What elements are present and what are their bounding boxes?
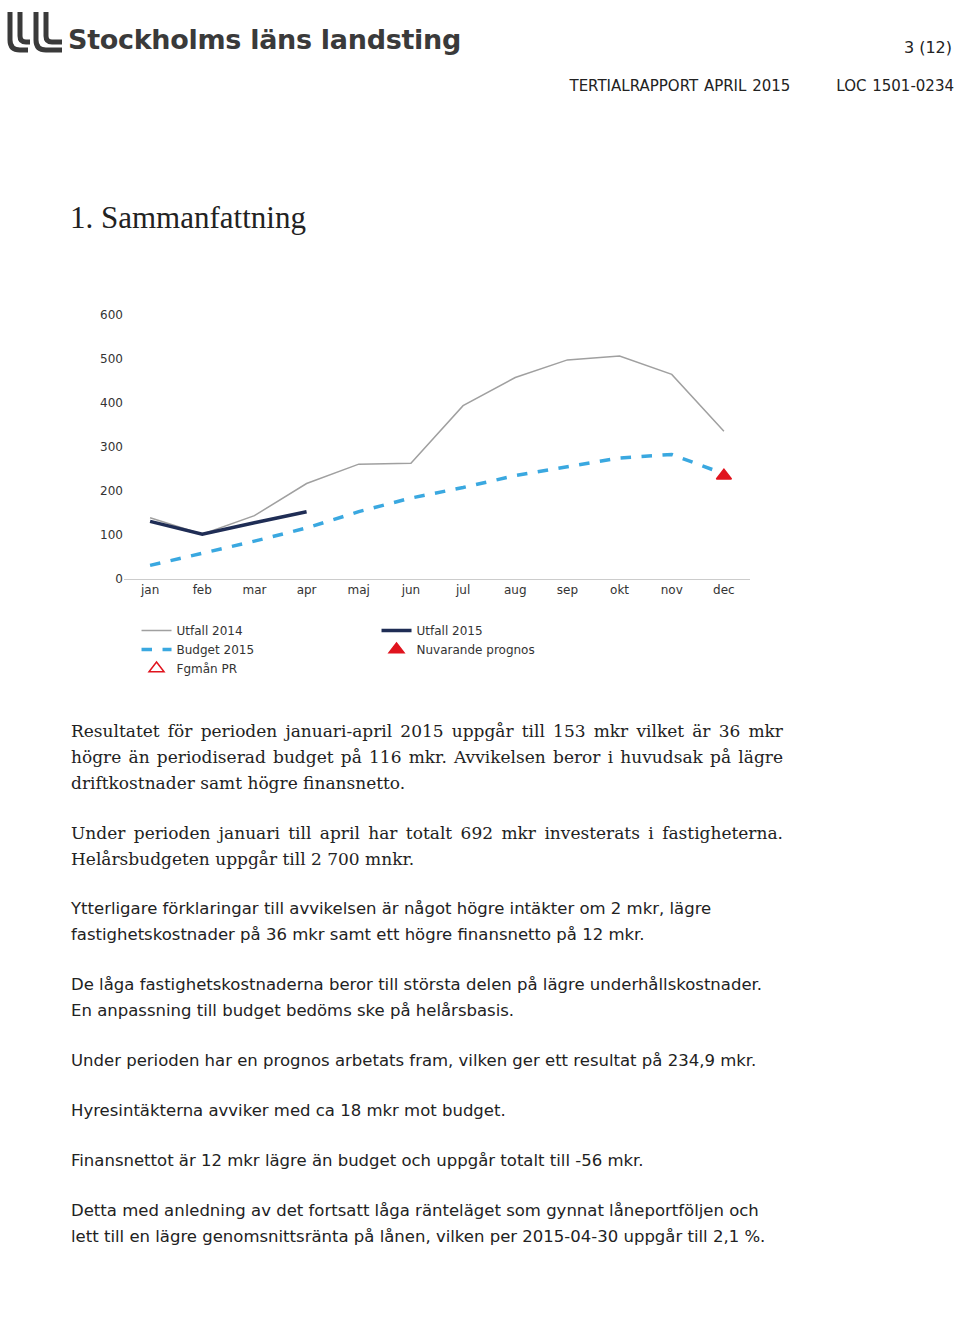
html-text:3 (12): 3 (12) (903, 38, 952, 57)
svg-text:jun: jun (401, 583, 421, 597)
svg-text:sep: sep (557, 583, 578, 597)
svg-text:jan: jan (140, 583, 159, 597)
svg-text:dec: dec (713, 583, 735, 597)
svg-text:200: 200 (100, 484, 123, 498)
html-text:Under perioden har en prognos: Under perioden har en prognos arbetats f… (71, 1051, 757, 1070)
html-text:Hyresintäkterna avviker med ca: Hyresintäkterna avviker med ca 18 mkr mo… (71, 1101, 506, 1120)
svg-text:0: 0 (115, 572, 123, 586)
svg-text:nov: nov (661, 583, 683, 597)
svg-text:400: 400 (100, 396, 123, 410)
html-text:Under perioden januari till ap: Under perioden januari till april har to… (71, 823, 783, 869)
html-text:TERTIALRAPPORT APRIL 2015: TERTIALRAPPORT APRIL 2015 (569, 77, 791, 95)
svg-text:Utfall 2015: Utfall 2015 (417, 624, 483, 638)
html-text:Stockholms läns landsting: Stockholms läns landsting (68, 24, 461, 55)
html-text:1. Sammanfattning: 1. Sammanfattning (70, 200, 306, 235)
svg-text:Utfall 2014: Utfall 2014 (177, 624, 243, 638)
html-text:Detta med anledning av det for: Detta med anledning av det fortsatt låga… (71, 1201, 766, 1246)
svg-text:Budget 2015: Budget 2015 (177, 643, 255, 657)
html-text:Finansnettot är 12 mkr lägre ä: Finansnettot är 12 mkr lägre än budget o… (71, 1151, 644, 1170)
svg-text:jul: jul (455, 583, 470, 597)
svg-text:apr: apr (297, 583, 317, 597)
svg-text:mar: mar (242, 583, 266, 597)
svg-text:feb: feb (193, 583, 212, 597)
svg-text:500: 500 (100, 352, 123, 366)
html-text:De låga fastighetskostnaderna: De låga fastighetskostnaderna beror till… (71, 975, 763, 1020)
svg-text:100: 100 (100, 528, 123, 542)
svg-text:300: 300 (100, 440, 123, 454)
svg-text:maj: maj (348, 583, 370, 597)
html-text:Ytterligare förklaringar till: Ytterligare förklaringar till avvikelsen… (71, 899, 712, 944)
svg-text:okt: okt (610, 583, 629, 597)
svg-text:Fgmån PR: Fgmån PR (177, 662, 238, 676)
svg-text:aug: aug (504, 583, 527, 597)
svg-text:Nuvarande prognos: Nuvarande prognos (417, 643, 535, 657)
html-text:LOC 1501-0234: LOC 1501-0234 (836, 77, 954, 95)
svg-text:600: 600 (100, 308, 123, 322)
html-text:Resultatet för perioden januar: Resultatet för perioden januari-april 20… (71, 721, 783, 793)
